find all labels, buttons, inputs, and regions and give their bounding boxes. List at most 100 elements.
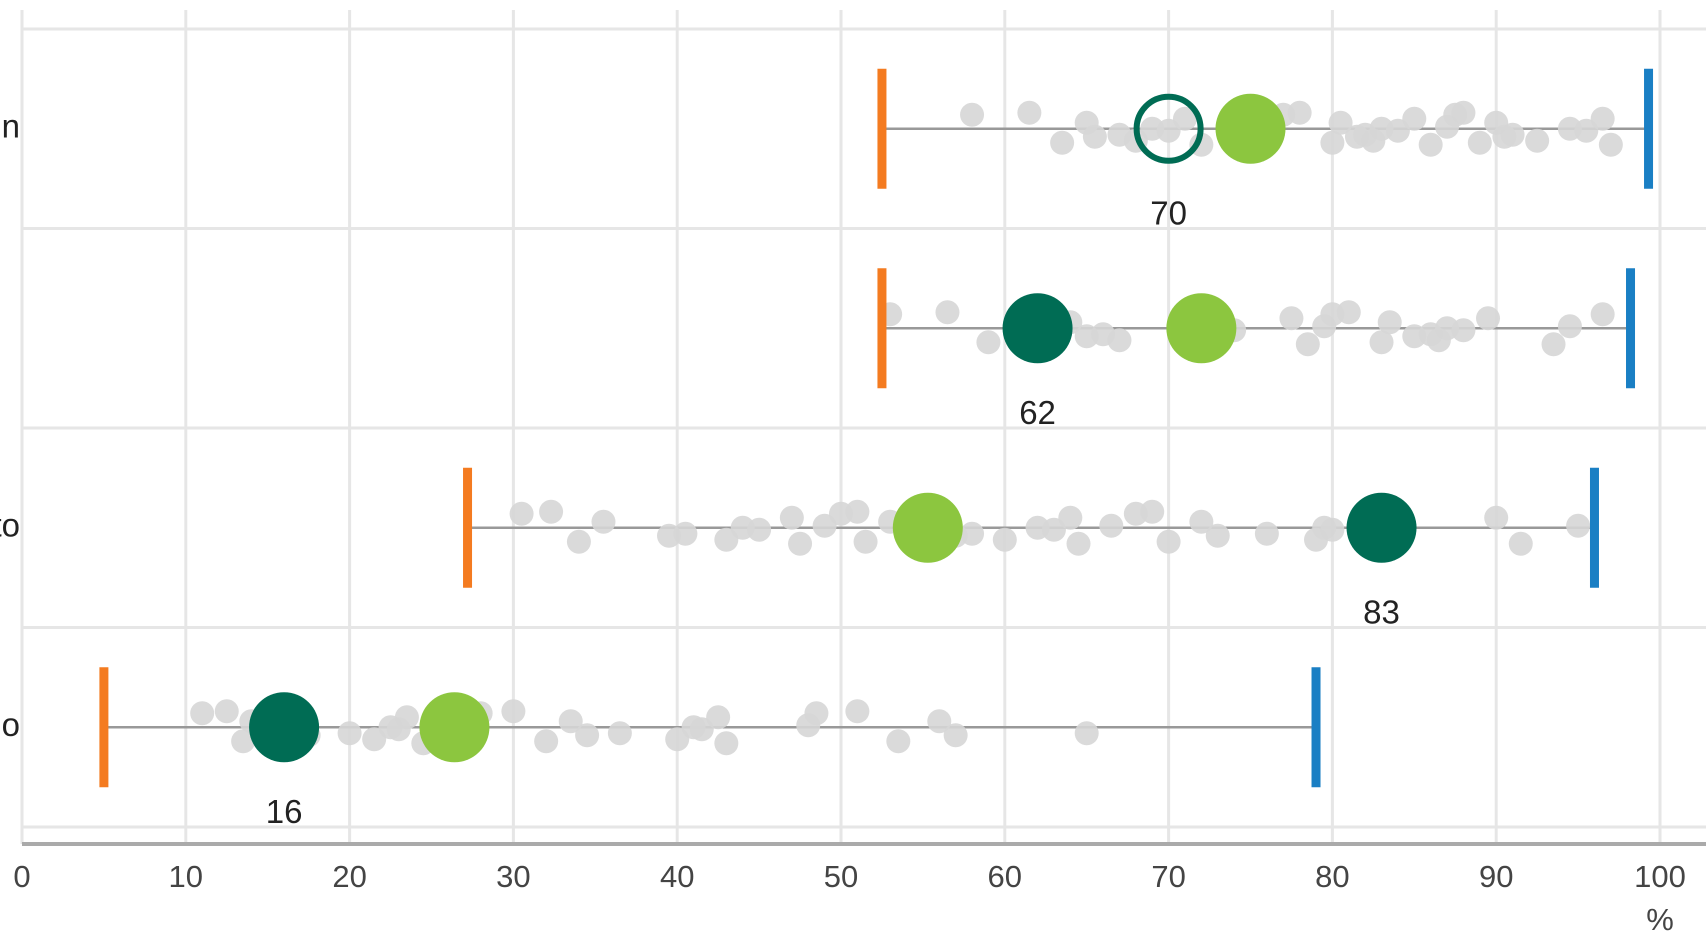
other-dot — [960, 102, 985, 127]
category-label: o — [2, 706, 20, 743]
other-dot — [1140, 499, 1165, 524]
other-dot — [1598, 132, 1623, 157]
other-dot — [539, 499, 564, 524]
other-dot — [1508, 531, 1533, 556]
other-dot — [566, 529, 591, 554]
max-marker — [1644, 68, 1654, 189]
other-dot — [1336, 300, 1361, 325]
other-dot — [575, 723, 600, 748]
mean-dot — [892, 492, 963, 563]
other-dot — [1525, 128, 1550, 153]
other-dot — [845, 499, 870, 524]
other-dot — [1320, 517, 1345, 542]
other-dot — [747, 517, 772, 542]
x-tick-label: 50 — [824, 859, 858, 894]
other-dot — [214, 699, 239, 724]
mean-dot — [1166, 293, 1237, 364]
max-marker — [1311, 667, 1321, 788]
min-marker — [877, 68, 887, 189]
value-dot — [1133, 93, 1204, 164]
other-dot — [1205, 523, 1230, 548]
other-dot — [1402, 106, 1427, 131]
other-dot — [1369, 330, 1394, 355]
other-dot — [1295, 332, 1320, 357]
x-tick-label: 80 — [1315, 859, 1349, 894]
mean-dot — [419, 692, 490, 763]
other-dot — [1156, 529, 1181, 554]
value-dot — [1002, 293, 1073, 364]
other-dot — [1541, 332, 1566, 357]
max-marker — [1589, 467, 1599, 588]
x-tick-label: 90 — [1479, 859, 1513, 894]
other-dot — [1107, 328, 1132, 353]
other-dot — [673, 521, 698, 546]
value-dot — [249, 692, 320, 763]
other-dot — [845, 699, 870, 724]
x-tick-label: 100 — [1634, 859, 1686, 894]
min-marker — [877, 268, 887, 389]
other-dot — [1418, 132, 1443, 157]
other-dot — [960, 521, 985, 546]
other-dot — [337, 721, 362, 746]
max-marker — [1626, 268, 1636, 389]
other-dot — [853, 529, 878, 554]
value-label: 83 — [1363, 593, 1400, 630]
x-tick-label: 40 — [660, 859, 694, 894]
other-dot — [935, 300, 960, 325]
other-dot — [779, 505, 804, 530]
other-dot — [1172, 106, 1197, 131]
other-dot — [1377, 310, 1402, 335]
value-label: 70 — [1150, 194, 1187, 231]
other-dot — [1017, 100, 1042, 125]
value-label: 62 — [1019, 394, 1056, 431]
other-dot — [1557, 314, 1582, 339]
category-label: n — [2, 107, 20, 144]
other-dot — [1328, 110, 1353, 135]
other-dot — [394, 705, 419, 730]
other-dot — [1451, 318, 1476, 343]
x-tick-label: 20 — [332, 859, 366, 894]
other-dot — [231, 729, 256, 754]
other-dot — [1189, 509, 1214, 534]
mean-dot — [1215, 93, 1286, 164]
other-dot — [1074, 721, 1099, 746]
other-dot — [992, 527, 1017, 552]
other-dot — [1451, 100, 1476, 125]
other-dot — [943, 723, 968, 748]
other-dot — [1058, 505, 1083, 530]
other-dot — [190, 701, 215, 726]
other-dot — [1590, 106, 1615, 131]
other-dot — [706, 705, 731, 730]
value-label: 16 — [266, 793, 303, 830]
other-dot — [1566, 513, 1591, 538]
other-dot — [1050, 130, 1075, 155]
category-label: to — [0, 506, 20, 543]
x-tick-label: 0 — [13, 859, 30, 894]
other-dot — [1279, 306, 1304, 331]
other-dot — [1082, 124, 1107, 149]
other-dot — [1500, 122, 1525, 147]
x-axis-label: % — [1646, 902, 1674, 936]
other-dot — [1066, 531, 1091, 556]
x-tick-label: 30 — [496, 859, 530, 894]
min-marker — [99, 667, 109, 788]
other-dot — [509, 501, 534, 526]
other-dot — [804, 701, 829, 726]
other-dot — [1476, 306, 1501, 331]
x-tick-label: 70 — [1151, 859, 1185, 894]
other-dot — [1590, 302, 1615, 327]
other-dot — [1320, 130, 1345, 155]
other-dot — [591, 509, 616, 534]
value-dot — [1346, 492, 1417, 563]
other-dot — [501, 699, 526, 724]
other-dot — [607, 721, 632, 746]
other-dot — [714, 731, 739, 756]
other-dot — [1254, 521, 1279, 546]
other-dot — [976, 330, 1001, 355]
other-dot — [1484, 505, 1509, 530]
other-dot — [886, 729, 911, 754]
other-dot — [927, 709, 952, 734]
other-dot — [1287, 100, 1312, 125]
min-marker — [463, 467, 473, 588]
